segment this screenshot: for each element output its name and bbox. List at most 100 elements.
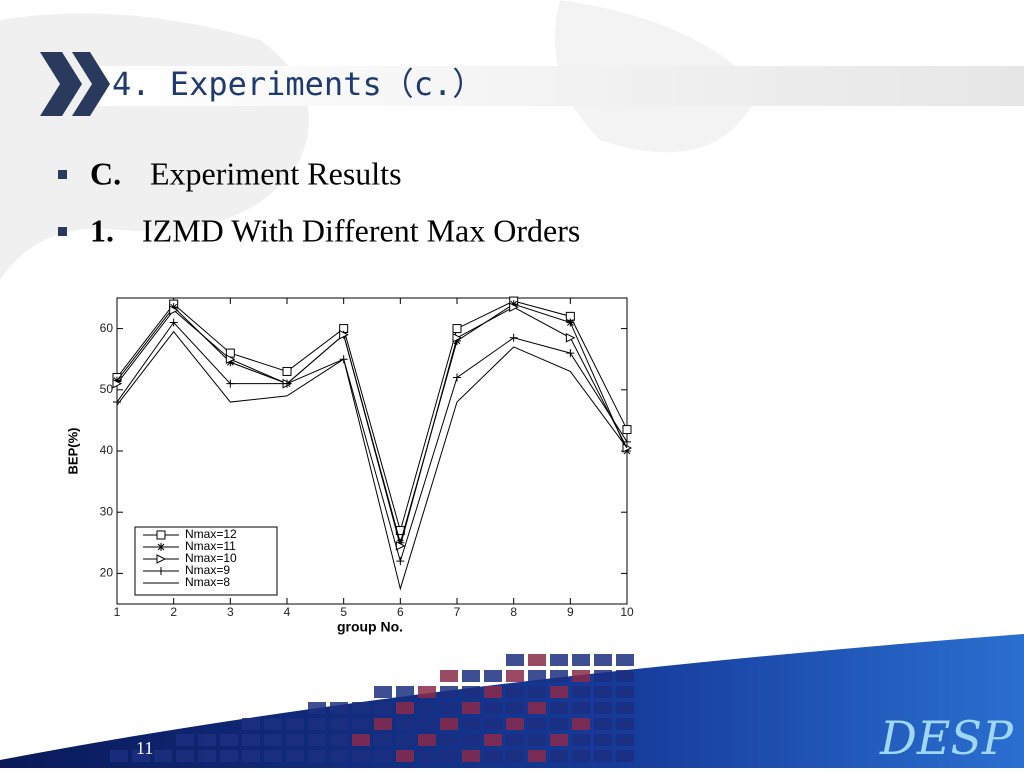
pattern-square bbox=[264, 750, 282, 762]
marker bbox=[156, 554, 167, 564]
pattern-square bbox=[418, 750, 436, 762]
pattern-square bbox=[462, 750, 480, 762]
pattern-square bbox=[440, 718, 458, 730]
marker bbox=[509, 302, 519, 312]
legend-label: Nmax=8 bbox=[185, 575, 230, 589]
marker bbox=[339, 329, 349, 340]
x-tick-label: 4 bbox=[284, 605, 291, 619]
series-line bbox=[116, 321, 628, 563]
pattern-square bbox=[528, 702, 546, 714]
pattern-square bbox=[616, 734, 634, 746]
marker bbox=[566, 318, 575, 327]
marker bbox=[509, 300, 518, 309]
marker bbox=[157, 567, 165, 575]
pattern-square bbox=[506, 670, 524, 682]
x-tick-label: 2 bbox=[170, 605, 177, 619]
pattern-square bbox=[594, 654, 612, 666]
pattern-square bbox=[550, 654, 568, 666]
pattern-square bbox=[286, 750, 304, 762]
pattern-square bbox=[308, 734, 326, 746]
pattern-square bbox=[110, 750, 128, 762]
pattern-square bbox=[220, 750, 238, 762]
pattern-square bbox=[220, 734, 238, 746]
marker bbox=[226, 379, 235, 388]
pattern-square bbox=[374, 750, 392, 762]
pattern-square bbox=[462, 702, 480, 714]
logo: DESP bbox=[879, 711, 1014, 765]
bullet-text: IZMD With Different Max Orders bbox=[142, 212, 580, 248]
slide-title: 4. Experiments（c.） bbox=[112, 65, 484, 103]
pattern-square bbox=[572, 718, 590, 730]
marker bbox=[226, 358, 235, 367]
pattern-square bbox=[550, 734, 568, 746]
pattern-square bbox=[484, 750, 502, 762]
pattern-square bbox=[594, 718, 612, 730]
pattern-square bbox=[462, 718, 480, 730]
pattern-square bbox=[484, 686, 502, 698]
bullet-text: Experiment Results bbox=[150, 155, 402, 191]
legend-label: Nmax=11 bbox=[185, 539, 236, 553]
title-bar bbox=[100, 66, 1024, 106]
x-tick-label: 9 bbox=[567, 605, 574, 619]
pattern-square bbox=[594, 702, 612, 714]
pattern-square bbox=[374, 702, 392, 714]
pattern-square bbox=[550, 750, 568, 762]
marker bbox=[623, 447, 631, 455]
pattern-square bbox=[198, 734, 216, 746]
pattern-square bbox=[616, 686, 634, 698]
marker bbox=[225, 354, 236, 365]
pattern-square bbox=[374, 718, 392, 730]
marker bbox=[156, 530, 166, 540]
pattern-square bbox=[374, 734, 392, 746]
marker bbox=[453, 336, 461, 345]
y-tick-label: 60 bbox=[100, 321, 114, 335]
marker bbox=[453, 373, 461, 382]
marker bbox=[169, 305, 179, 316]
pattern-square bbox=[440, 734, 458, 746]
marker bbox=[113, 376, 121, 385]
marker bbox=[622, 425, 632, 435]
marker bbox=[396, 557, 405, 566]
x-tick-label: 10 bbox=[620, 605, 634, 619]
pattern-square bbox=[176, 734, 194, 746]
pattern-square bbox=[616, 702, 634, 714]
pattern-square bbox=[264, 734, 282, 746]
series-line bbox=[116, 330, 628, 591]
series-line bbox=[116, 300, 628, 533]
pattern-square bbox=[308, 750, 326, 762]
pattern-square bbox=[616, 670, 634, 682]
pattern-square bbox=[506, 702, 524, 714]
pattern-square bbox=[528, 686, 546, 698]
pattern-square bbox=[616, 718, 634, 730]
pattern-square bbox=[528, 750, 546, 762]
bullet-marker bbox=[58, 227, 67, 236]
x-tick-label: 1 bbox=[114, 605, 121, 619]
pattern-square bbox=[506, 718, 524, 730]
pattern-square bbox=[132, 750, 150, 762]
pattern-square bbox=[330, 702, 348, 714]
legend-label: Nmax=9 bbox=[185, 563, 230, 577]
pattern-square bbox=[352, 702, 370, 714]
pattern-square bbox=[242, 750, 260, 762]
pattern-square bbox=[462, 734, 480, 746]
pattern-square bbox=[440, 686, 458, 698]
pattern-square bbox=[440, 702, 458, 714]
marker bbox=[169, 318, 178, 327]
bullet-label: C. bbox=[90, 155, 121, 191]
pattern-square bbox=[308, 718, 326, 730]
pattern-square bbox=[352, 734, 370, 746]
pattern-square bbox=[594, 734, 612, 746]
x-tick-label: 8 bbox=[510, 605, 517, 619]
marker bbox=[112, 378, 123, 389]
pattern-square bbox=[440, 750, 458, 762]
pattern-square bbox=[528, 718, 546, 730]
pattern-square bbox=[594, 750, 612, 762]
chevron-icon bbox=[40, 52, 110, 116]
pattern-square bbox=[594, 670, 612, 682]
y-tick-label: 40 bbox=[100, 443, 114, 457]
marker bbox=[566, 349, 575, 358]
pattern-square bbox=[286, 718, 304, 730]
legend-label: Nmax=12 bbox=[185, 527, 237, 541]
pattern-square bbox=[176, 750, 194, 762]
pattern-square bbox=[594, 686, 612, 698]
